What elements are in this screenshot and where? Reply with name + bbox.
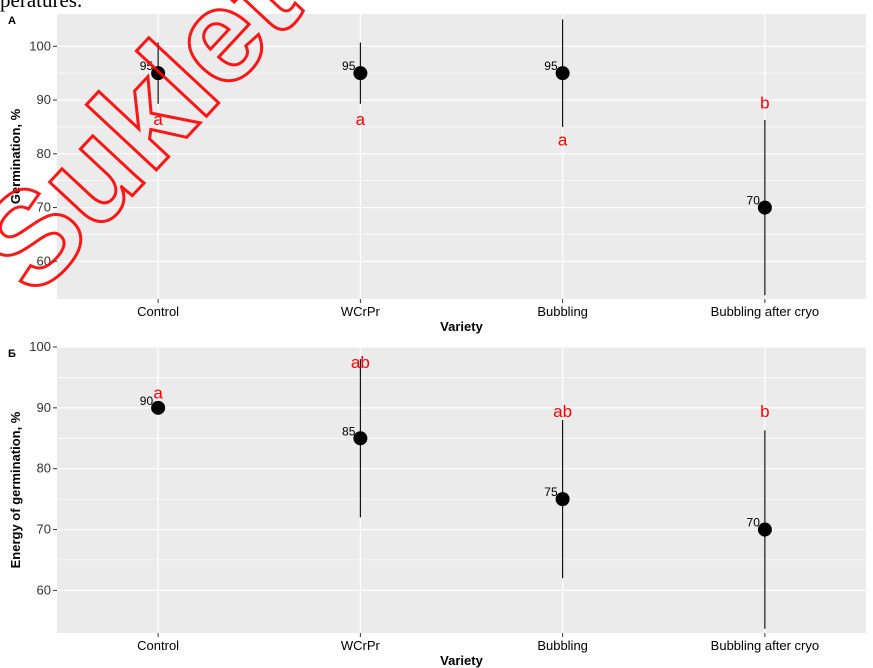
- panel-2-x-tick-label: Bubbling after cryo: [711, 638, 819, 653]
- panel-2-x-tick-label: Control: [137, 638, 179, 653]
- panel-2-significance-letter: a: [153, 384, 163, 403]
- panel-2-x-axis-title: Variety: [440, 653, 483, 668]
- panel-1-x-tick-label: Control: [137, 304, 179, 319]
- panel-2-x-tick-label: WCrPr: [341, 638, 381, 653]
- panel-2-significance-letter: ab: [351, 353, 370, 372]
- panel-2-plot-background: [57, 347, 866, 633]
- panel-1-data-point: [151, 66, 166, 81]
- panel-2-y-axis-title: Energy of germination, %: [8, 411, 23, 568]
- panel-2-data-label: 90: [140, 394, 154, 408]
- panel-2-y-tick-label: 90: [37, 400, 51, 415]
- panel-2-data-label: 70: [747, 516, 761, 530]
- panel-1-y-tick-label: 80: [37, 146, 51, 161]
- panel-2-panel-label: Б: [8, 348, 16, 360]
- panel-1-x-tick-label: Bubbling: [537, 304, 588, 319]
- panel-1-significance-letter: a: [356, 110, 366, 129]
- panel-2-data-point: [151, 400, 166, 415]
- panel-2-y-tick-label: 70: [37, 522, 51, 537]
- panel-1-y-tick-label: 100: [29, 38, 51, 53]
- panel-2-data-point: [757, 522, 772, 537]
- panel-2-y-tick-label: 80: [37, 461, 51, 476]
- panel-2-data-label: 75: [544, 485, 558, 499]
- panel-1-x-axis-title: Variety: [440, 319, 483, 334]
- panel-2-significance-letter: b: [760, 402, 769, 421]
- panel-2-data-label: 85: [342, 424, 356, 438]
- panel-1-significance-letter: a: [153, 110, 163, 129]
- panel-1-significance-letter: b: [760, 94, 769, 113]
- panel-1-data-point: [353, 66, 368, 81]
- panel-2-x-tick-label: Bubbling: [537, 638, 588, 653]
- panel-2-y-tick-label: 60: [37, 582, 51, 597]
- panel-1-panel-label: A: [8, 15, 16, 27]
- panel-1-y-axis-title: Germination, %: [8, 108, 23, 204]
- panel-2-data-point: [555, 492, 570, 507]
- panel-1-x-tick-label: Bubbling after cryo: [711, 304, 819, 319]
- panel-1-data-point: [757, 200, 772, 215]
- panel-1-data-label: 70: [747, 194, 761, 208]
- panel-1-y-tick-label: 60: [37, 253, 51, 268]
- page-caption: peratures.: [0, 0, 83, 12]
- panel-1-data-label: 95: [342, 59, 356, 73]
- panel-1-data-point: [555, 66, 570, 81]
- panel-1-plot-background: [57, 14, 866, 299]
- panel-1-significance-letter: a: [558, 130, 568, 149]
- panel-1-y-tick-label: 70: [37, 200, 51, 215]
- panel-1-y-tick-label: 90: [37, 92, 51, 107]
- panel-2-data-point: [353, 431, 368, 446]
- panel-2-significance-letter: ab: [553, 402, 572, 421]
- panel-1-data-label: 95: [544, 59, 558, 73]
- panel-1-x-tick-label: WCrPr: [341, 304, 381, 319]
- panel-1-data-label: 95: [140, 59, 154, 73]
- panel-2-y-tick-label: 100: [29, 339, 51, 354]
